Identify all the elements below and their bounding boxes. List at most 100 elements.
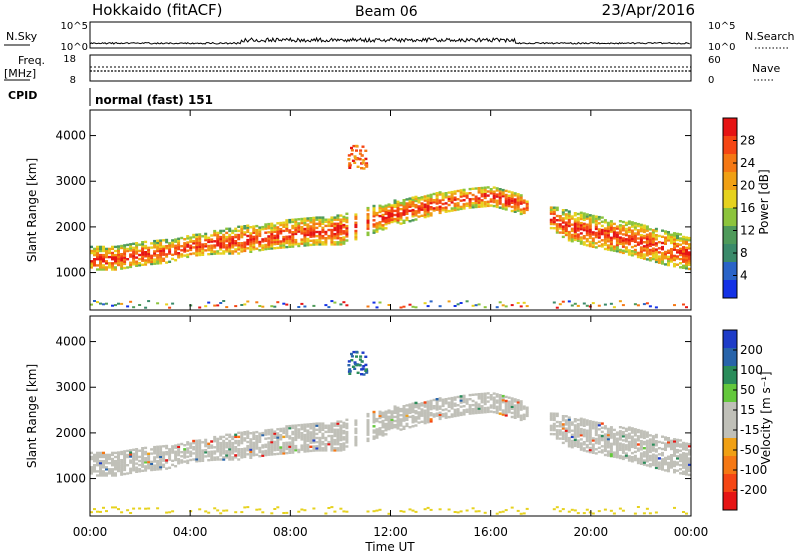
- power-echo-cell: [180, 253, 184, 256]
- power-echo-cell: [594, 225, 598, 228]
- velocity-echo-cell: [639, 433, 643, 437]
- power-echo-cell: [459, 195, 463, 198]
- power-echo-cell: [231, 244, 235, 247]
- velocity-echo-cell: [132, 456, 136, 460]
- power-echo-cell: [444, 194, 448, 197]
- velocity-echo-cell: [219, 452, 223, 455]
- power-echo-cell: [504, 204, 508, 207]
- power-echo-cell: [333, 226, 337, 230]
- velocity-echo-cell: [255, 508, 259, 511]
- power-echo-cell: [657, 261, 661, 264]
- velocity-echo-cell: [144, 459, 148, 462]
- velocity-echo-cell: [93, 453, 96, 457]
- velocity-echo-cell: [564, 439, 568, 443]
- power-echo-cell: [177, 239, 181, 242]
- velocity-echo-cell: [350, 352, 353, 356]
- power-echo-cell: [399, 218, 403, 221]
- power-echo-cell: [105, 253, 108, 257]
- power-echo-cell: [582, 302, 586, 305]
- power-echo-cell: [685, 256, 688, 260]
- velocity-echo-cell: [468, 410, 472, 413]
- velocity-echo-cell: [639, 446, 643, 449]
- velocity-echo-cell: [648, 442, 652, 445]
- power-echo-cell: [651, 257, 655, 261]
- velocity-echo-cell: [282, 450, 286, 453]
- velocity-echo-cell: [339, 426, 343, 429]
- power-echo-cell: [664, 263, 667, 266]
- power-echo-cell: [144, 306, 148, 309]
- velocity-echo-cell: [447, 403, 451, 406]
- power-echo-cell: [600, 239, 604, 242]
- power-echo-cell: [579, 242, 583, 245]
- velocity-echo-cell: [339, 445, 343, 448]
- power-echo-cell: [309, 225, 313, 228]
- velocity-echo-cell: [492, 406, 496, 410]
- velocity-echo-cell: [264, 449, 268, 453]
- velocity-echo-cell: [267, 430, 271, 434]
- velocity-echo-cell: [453, 412, 457, 416]
- power-echo-cell: [591, 221, 595, 224]
- power-echo-cell: [441, 202, 445, 206]
- velocity-echo-cell: [585, 437, 589, 441]
- power-echo-cell: [441, 196, 445, 199]
- velocity-echo-cell: [309, 435, 313, 438]
- velocity-echo-cell: [171, 447, 175, 450]
- velocity-echo-cell: [486, 410, 490, 414]
- power-echo-cell: [324, 243, 328, 246]
- power-echo-cell: [429, 193, 433, 197]
- velocity-echo-cell: [270, 453, 274, 456]
- velocity-echo-cell: [252, 435, 256, 438]
- velocity-echo-cell: [135, 456, 139, 459]
- power-echo-cell: [621, 239, 625, 242]
- velocity-echo-cell: [612, 432, 616, 436]
- velocity-echo-cell: [177, 447, 181, 451]
- power-echo-cell: [171, 253, 175, 256]
- velocity-echo-cell: [396, 421, 400, 424]
- colorbar-swatch: [723, 384, 737, 403]
- velocity-echo-cell: [150, 462, 154, 465]
- power-echo-cell: [606, 236, 610, 239]
- power-echo-cell: [561, 300, 565, 303]
- velocity-echo-cell: [336, 447, 340, 450]
- velocity-echo-cell: [210, 458, 214, 462]
- power-echo-cell: [222, 240, 226, 243]
- power-echo-cell: [237, 233, 241, 237]
- velocity-echo-cell: [609, 454, 613, 458]
- power-echo-cell: [108, 266, 111, 269]
- velocity-echo-cell: [673, 454, 676, 457]
- velocity-echo-cell: [648, 446, 652, 449]
- velocity-echo-cell: [609, 446, 613, 450]
- power-echo-cell: [330, 228, 334, 232]
- power-echo-cell: [96, 253, 99, 257]
- velocity-echo-cell: [102, 472, 105, 475]
- velocity-echo-cell: [594, 429, 598, 432]
- power-echo-cell: [573, 234, 577, 237]
- power-echo-cell: [564, 215, 568, 218]
- power-echo-cell: [582, 218, 586, 221]
- velocity-echo-cell: [673, 444, 676, 447]
- velocity-echo-cell: [384, 422, 388, 426]
- velocity-echo-cell: [219, 454, 223, 457]
- velocity-echo-cell: [336, 440, 340, 444]
- velocity-echo-cell: [204, 451, 208, 454]
- velocity-echo-cell: [123, 466, 127, 469]
- velocity-echo-cell: [438, 407, 442, 410]
- velocity-echo-cell: [420, 404, 424, 407]
- power-echo-cell: [120, 261, 124, 264]
- power-echo-cell: [318, 220, 322, 223]
- power-echo-cell: [327, 224, 331, 228]
- power-echo-cell: [144, 244, 148, 248]
- velocity-echo-cell: [204, 440, 208, 444]
- velocity-echo-cell: [204, 510, 208, 513]
- power-echo-cell: [264, 237, 268, 240]
- power-echo-cell: [291, 233, 295, 236]
- velocity-echo-cell: [240, 511, 244, 514]
- velocity-echo-cell: [679, 443, 682, 446]
- power-echo-cell: [288, 243, 292, 246]
- power-echo-cell: [483, 190, 487, 193]
- velocity-echo-cell: [519, 512, 523, 515]
- power-echo-cell: [339, 230, 343, 234]
- power-echo-cell: [339, 303, 343, 306]
- velocity-echo-cell: [171, 449, 175, 452]
